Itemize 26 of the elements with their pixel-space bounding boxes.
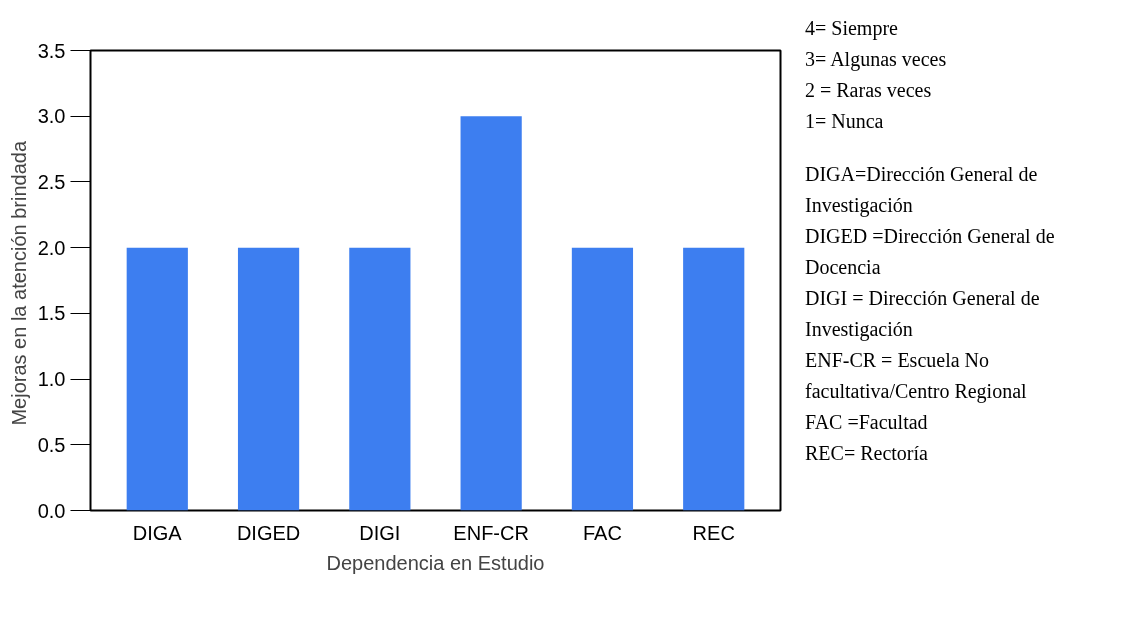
text: FAC =Facultad <box>805 410 929 435</box>
x-axis-title: Dependencia en Estudio <box>326 551 545 574</box>
text: 3= Algunas veces <box>805 47 948 73</box>
y-tick-label: 1.5 <box>37 302 66 325</box>
text: REC= Rectoría <box>805 441 929 466</box>
text: DIGA=Dirección General de Investigación <box>805 162 1039 219</box>
x-tick-label: ENF-CR <box>453 521 529 544</box>
y-tick-label: 3.5 <box>37 39 66 62</box>
x-tick-label: DIGA <box>132 521 183 544</box>
y-tick-label: 2.5 <box>37 170 66 193</box>
y-tick-label: 1.0 <box>37 368 66 391</box>
y-tick-label: 0.5 <box>37 433 66 456</box>
x-tick-label: FAC <box>582 521 622 544</box>
y-tick-label: 3.0 <box>37 105 66 128</box>
text: DIGI = Dirección General de Investigación <box>805 286 1041 343</box>
x-tick-label: DIGED <box>236 521 301 544</box>
x-tick-label: DIGI <box>359 521 401 544</box>
text: DIGED =Dirección General de Docencia <box>805 224 1056 280</box>
text: 1= Nunca <box>805 109 885 134</box>
y-axis-title: Mejoras en la atención brindada <box>7 140 30 426</box>
y-tick-label: 0.0 <box>37 499 66 522</box>
text: 4= Siempre <box>805 16 899 42</box>
y-tick-label: 2.0 <box>37 236 66 259</box>
text: ENF-CR = Escuela No facultativa/Centro Regional <box>805 348 1028 405</box>
x-tick-label: REC <box>692 521 735 544</box>
text: 2 = Raras veces <box>805 78 933 103</box>
